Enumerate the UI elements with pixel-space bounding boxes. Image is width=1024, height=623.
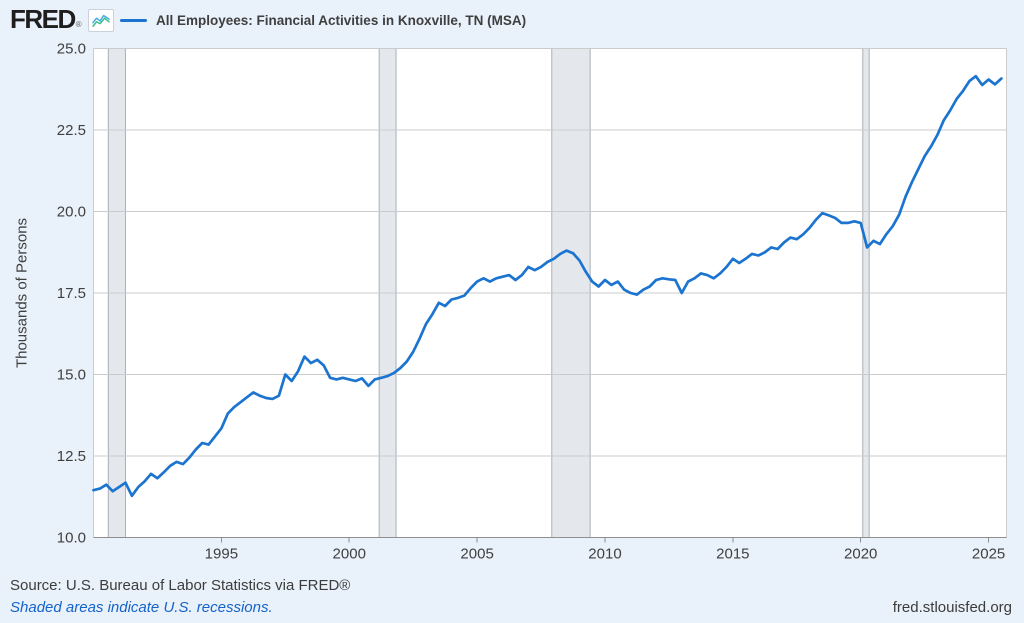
legend-line-swatch [120,19,147,22]
y-tick-label: 17.5 [57,285,86,302]
recessions-note-link[interactable]: Shaded areas indicate U.S. recessions. [10,599,273,616]
fred-registered-mark: ® [75,20,82,30]
x-tick-label: 2025 [972,546,1005,563]
x-tick-label: 2005 [460,546,493,563]
chart-legend: All Employees: Financial Activities in K… [120,13,526,28]
y-tick-label: 20.0 [57,204,86,221]
x-tick-label: 2010 [588,546,621,563]
x-tick-label: 2000 [333,546,366,563]
y-axis-title: Thousands of Persons [13,217,31,369]
chart-header: FRED ® [10,6,114,32]
x-tick-label: 2020 [844,546,877,563]
y-tick-label: 25.0 [57,41,86,58]
fred-logo-text: FRED [10,4,76,34]
fred-chart-icon [87,9,114,32]
fred-site-link[interactable]: fred.stlouisfed.org [892,599,1012,616]
x-tick-label: 1995 [205,546,238,563]
y-tick-label: 22.5 [57,122,86,139]
x-tick-label: 2015 [716,546,749,563]
series-line [92,74,1003,498]
fred-logo-link[interactable]: FRED ® [10,6,114,32]
legend-series-label: All Employees: Financial Activities in K… [156,13,527,28]
y-tick-label: 12.5 [57,448,86,465]
y-tick-label: 15.0 [57,367,86,384]
source-text: Source: U.S. Bureau of Labor Statistics … [10,577,351,594]
y-tick-label: 10.0 [57,530,86,547]
